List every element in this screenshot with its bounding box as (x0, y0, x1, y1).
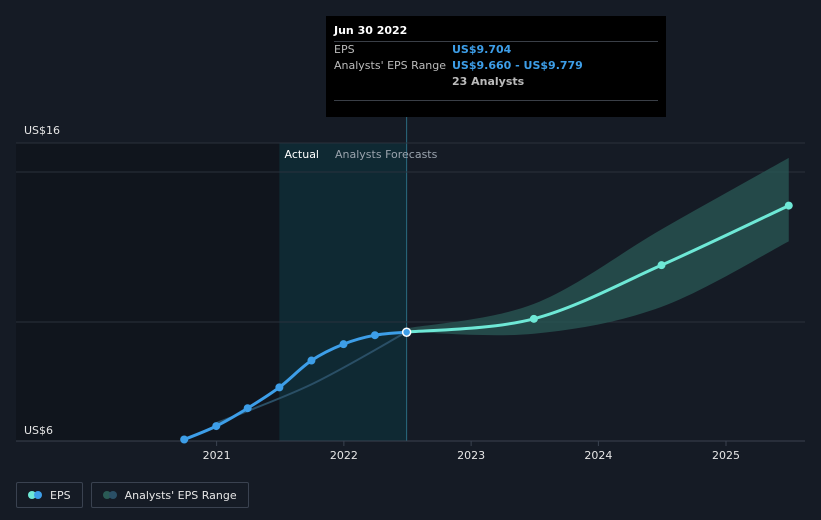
eps-point-current (401, 327, 412, 337)
x-tick-label: 2024 (584, 449, 612, 462)
x-tick-label: 2022 (330, 449, 358, 462)
tooltip-range-row: Analysts' EPS Range US$9.660 - US$9.779 (334, 58, 658, 74)
range-legend-icon (102, 490, 119, 500)
eps-forecast-line (406, 204, 790, 334)
tooltip-analysts: 23 Analysts (452, 75, 525, 88)
legend: EPS Analysts' EPS Range (16, 482, 249, 508)
data-points (180, 201, 793, 444)
eps-point (243, 404, 252, 413)
actual-label: Actual (285, 148, 319, 161)
x-tick-label: 2023 (457, 449, 485, 462)
tooltip-eps-label: EPS (334, 43, 355, 56)
eps-point (180, 435, 189, 444)
forecast-point (784, 201, 793, 210)
actual-highlight (279, 143, 407, 441)
tooltip-eps-row: EPS US$9.704 (334, 41, 658, 58)
tooltip-eps-value: US$9.704 (452, 43, 512, 56)
gridlines (16, 142, 805, 442)
forecast-point (529, 314, 538, 323)
eps-legend-icon (28, 490, 44, 500)
tooltip: Jun 30 2022 EPS US$9.704 Analysts' EPS R… (326, 16, 666, 117)
legend-range-label: Analysts' EPS Range (124, 488, 237, 502)
past-shade (16, 143, 280, 441)
y-bottom-label: US$6 (24, 424, 53, 437)
tooltip-analysts-row: 23 Analysts (334, 74, 658, 90)
x-tick-label: 2021 (203, 449, 231, 462)
tooltip-range-value: US$9.660 - US$9.779 (452, 59, 583, 72)
eps-point (275, 383, 284, 392)
y-top-label: US$16 (24, 124, 60, 137)
legend-range-button[interactable]: Analysts' EPS Range (90, 482, 249, 508)
analysts-range-band (406, 157, 789, 336)
tooltip-range-label: Analysts' EPS Range (334, 59, 447, 72)
eps-point (212, 422, 221, 431)
legend-eps-label: EPS (50, 488, 71, 502)
legend-eps-button[interactable]: EPS (16, 482, 83, 508)
eps-point (307, 356, 316, 365)
eps-point (370, 331, 379, 340)
forecast-point (657, 261, 666, 270)
x-tick-label: 2025 (712, 449, 740, 462)
eps-point (339, 340, 348, 349)
x-axis: 2021 2022 2023 2024 2025 (203, 441, 740, 462)
tooltip-date: Jun 30 2022 (334, 24, 408, 37)
forecast-label: Analysts Forecasts (335, 148, 438, 161)
